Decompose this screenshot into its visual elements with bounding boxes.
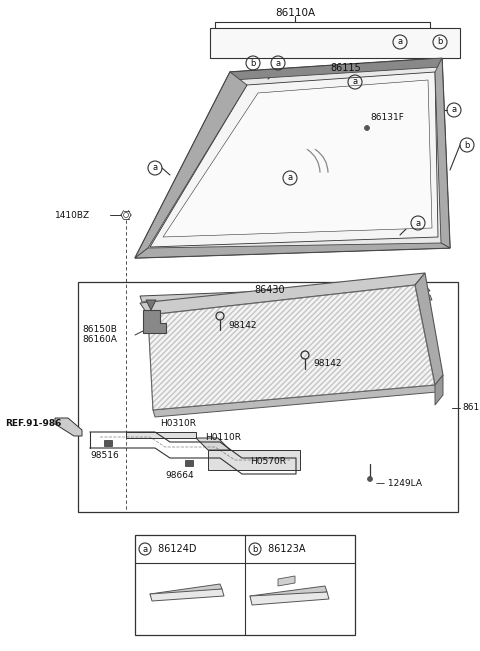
Text: b: b bbox=[250, 59, 256, 68]
Bar bbox=[185, 460, 193, 466]
Polygon shape bbox=[208, 450, 300, 470]
Text: 98664: 98664 bbox=[165, 471, 193, 480]
Polygon shape bbox=[230, 58, 442, 80]
Text: 86124D: 86124D bbox=[155, 544, 196, 554]
Text: REF.91-986: REF.91-986 bbox=[5, 419, 61, 428]
Polygon shape bbox=[150, 72, 438, 247]
Polygon shape bbox=[146, 300, 156, 310]
Text: — 1249LA: — 1249LA bbox=[376, 480, 422, 488]
Polygon shape bbox=[278, 576, 295, 586]
Text: b: b bbox=[437, 38, 443, 46]
Polygon shape bbox=[143, 310, 166, 333]
Polygon shape bbox=[135, 535, 355, 635]
Text: 86430: 86430 bbox=[255, 285, 285, 295]
Polygon shape bbox=[150, 589, 224, 601]
Text: 86115: 86115 bbox=[330, 63, 361, 73]
Polygon shape bbox=[135, 243, 450, 258]
Text: a: a bbox=[276, 59, 281, 68]
Text: 1410BZ: 1410BZ bbox=[55, 210, 90, 219]
Text: 86160A: 86160A bbox=[82, 335, 117, 344]
Text: 98516: 98516 bbox=[90, 450, 119, 460]
Polygon shape bbox=[140, 285, 430, 302]
Text: b: b bbox=[464, 141, 470, 150]
Text: a: a bbox=[153, 163, 157, 173]
Text: H0310R: H0310R bbox=[160, 419, 196, 428]
Text: a: a bbox=[451, 105, 456, 115]
Polygon shape bbox=[153, 385, 437, 417]
Polygon shape bbox=[55, 418, 82, 436]
Text: b: b bbox=[252, 544, 258, 553]
Polygon shape bbox=[148, 295, 432, 310]
Text: H0570R: H0570R bbox=[250, 458, 286, 467]
Polygon shape bbox=[148, 285, 435, 410]
Polygon shape bbox=[163, 80, 432, 237]
Polygon shape bbox=[135, 72, 247, 258]
Text: 86123A: 86123A bbox=[265, 544, 305, 554]
Polygon shape bbox=[435, 58, 450, 248]
Text: a: a bbox=[352, 77, 358, 87]
Polygon shape bbox=[196, 438, 230, 450]
Text: a: a bbox=[415, 219, 420, 227]
Circle shape bbox=[364, 126, 370, 130]
Text: 86131F: 86131F bbox=[370, 113, 404, 122]
Polygon shape bbox=[148, 285, 435, 410]
Text: a: a bbox=[397, 38, 403, 46]
Text: 86150A: 86150A bbox=[462, 404, 480, 413]
Polygon shape bbox=[126, 432, 196, 438]
Polygon shape bbox=[250, 586, 327, 602]
Circle shape bbox=[368, 477, 372, 482]
Polygon shape bbox=[250, 592, 329, 605]
Text: 98142: 98142 bbox=[313, 359, 341, 368]
Polygon shape bbox=[150, 584, 222, 599]
Text: 86110A: 86110A bbox=[275, 8, 315, 18]
Text: a: a bbox=[143, 544, 147, 553]
Bar bbox=[104, 440, 112, 446]
Polygon shape bbox=[415, 273, 443, 385]
Polygon shape bbox=[210, 28, 460, 58]
Text: H0110R: H0110R bbox=[205, 432, 241, 441]
Polygon shape bbox=[140, 273, 425, 315]
Text: 98142: 98142 bbox=[228, 320, 256, 329]
Text: 86150B: 86150B bbox=[82, 326, 117, 335]
Text: a: a bbox=[288, 174, 293, 182]
Polygon shape bbox=[435, 375, 443, 405]
Polygon shape bbox=[135, 58, 450, 258]
